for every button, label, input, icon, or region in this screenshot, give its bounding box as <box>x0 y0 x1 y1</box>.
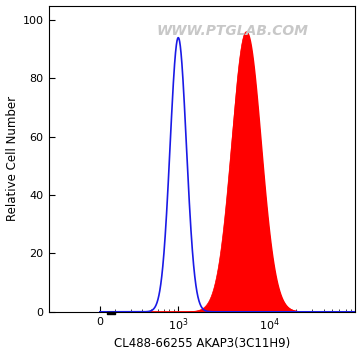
Text: WWW.PTGLAB.COM: WWW.PTGLAB.COM <box>157 24 309 38</box>
X-axis label: CL488-66255 AKAP3(3C11H9): CL488-66255 AKAP3(3C11H9) <box>114 337 290 350</box>
Y-axis label: Relative Cell Number: Relative Cell Number <box>5 96 18 221</box>
